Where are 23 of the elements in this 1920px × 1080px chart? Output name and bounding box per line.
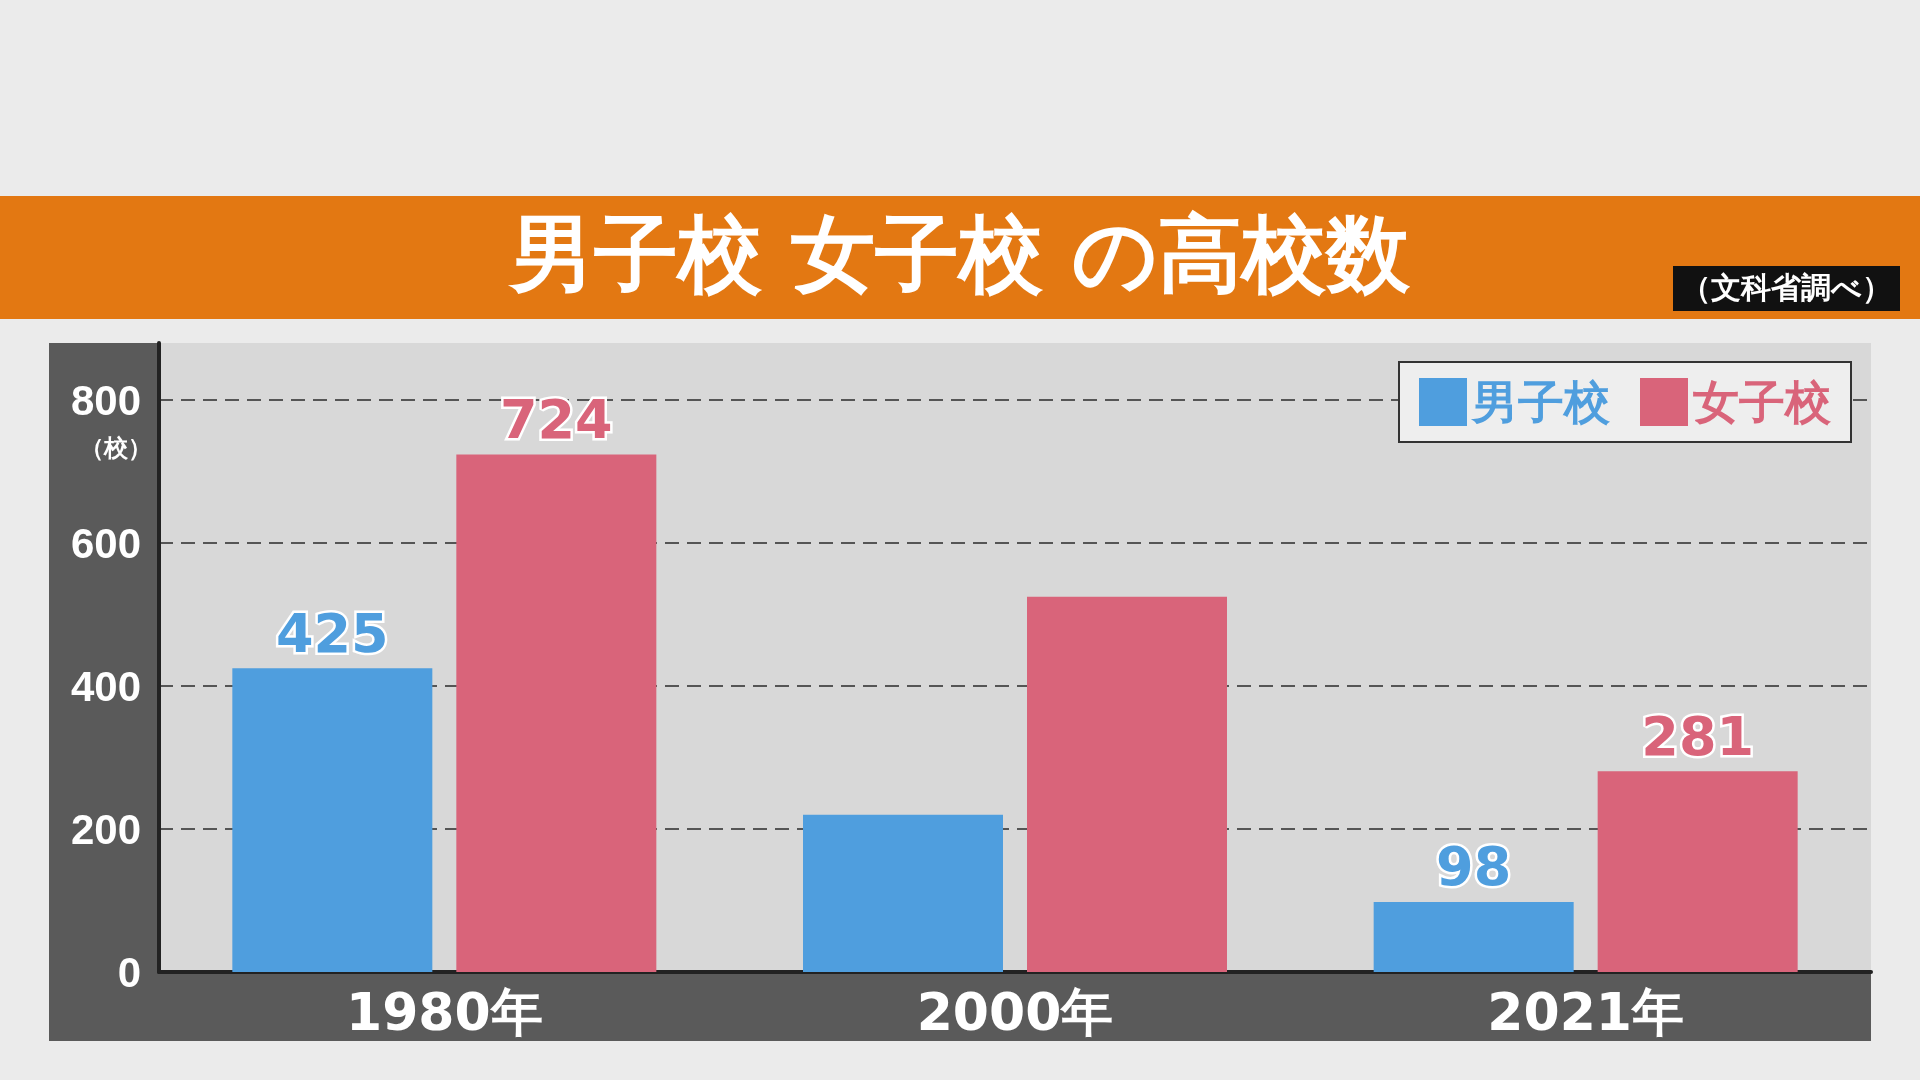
bar [1373,901,1574,972]
y-axis-title: （校） [80,433,152,464]
x-tick-label: 2000年 [916,982,1114,1042]
bar [1027,596,1227,972]
y-tick-label: 400 [70,662,141,710]
x-tick-label: 2021年 [1487,982,1685,1042]
y-tick-label: 800 [70,376,141,424]
bar [1597,771,1798,972]
data-label: 724 [499,388,613,451]
text: （文科省調べ） [1673,266,1900,311]
data-label: 98 [1436,835,1512,899]
chart-title: 男子校 女子校 の高校数 [509,205,1411,303]
data-label: 281 [1641,704,1755,768]
data-label: 425 [275,601,389,665]
bar [232,668,433,972]
legend-label: 女子校 [1693,375,1832,429]
bar [803,814,1003,972]
bar [456,454,657,972]
y-tick-label: 600 [70,519,141,567]
legend-label: 男子校 [1470,375,1611,429]
y-tick-label: 200 [70,805,141,853]
x-tick-label: 1980年 [345,982,543,1042]
y-tick-label: 0 [117,948,141,996]
